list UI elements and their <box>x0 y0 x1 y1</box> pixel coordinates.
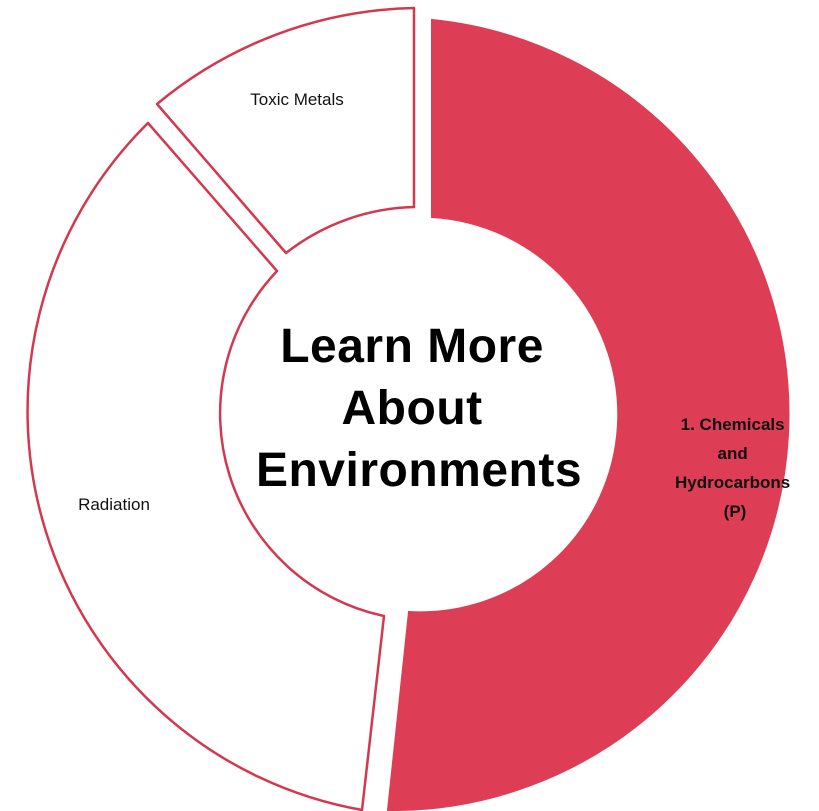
center-title: Learn More About Environments <box>256 320 582 497</box>
segment-chemicals-label-line-1: 1. Chemicals <box>681 415 785 434</box>
segment-toxic-metals-label-line-1: Toxic Metals <box>250 90 344 109</box>
center-title-line-2: About <box>342 382 483 435</box>
segment-chemicals-label: 1. Chemicals and Hydrocarbons (P) <box>675 415 795 521</box>
center-title-line-1: Learn More <box>280 320 544 373</box>
center-hub: Learn More About Environments <box>256 320 582 497</box>
segment-chemicals-hydrocarbons-shape[interactable] <box>386 18 790 811</box>
segment-radiation[interactable]: Radiation <box>26 121 386 811</box>
segment-toxic-metals-shape[interactable] <box>155 6 416 255</box>
segment-chemicals-label-line-3: Hydrocarbons <box>675 473 790 492</box>
center-title-line-3: Environments <box>256 444 582 497</box>
segment-toxic-metals-label: Toxic Metals <box>250 90 344 109</box>
segment-radiation-label-line-1: Radiation <box>78 495 150 514</box>
segment-radiation-label: Radiation <box>78 495 150 514</box>
segment-radiation-shape[interactable] <box>26 121 386 811</box>
segment-chemicals-hydrocarbons[interactable]: 1. Chemicals and Hydrocarbons (P) <box>386 18 795 811</box>
segment-chemicals-label-line-2: and <box>718 444 748 463</box>
segment-chemicals-label-line-4: (P) <box>724 502 747 521</box>
segment-toxic-metals[interactable]: Toxic Metals <box>155 6 416 255</box>
